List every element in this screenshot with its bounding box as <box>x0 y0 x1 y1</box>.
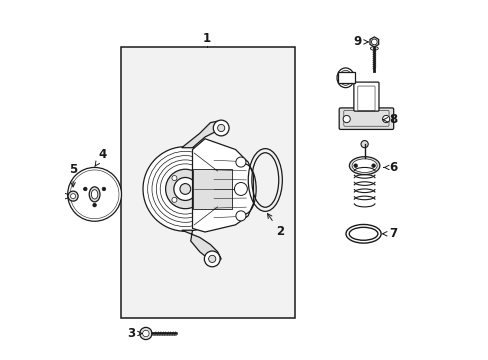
Ellipse shape <box>336 68 353 87</box>
Circle shape <box>204 251 220 267</box>
Circle shape <box>343 116 349 123</box>
Circle shape <box>165 169 204 209</box>
Ellipse shape <box>89 187 100 202</box>
Ellipse shape <box>369 46 378 50</box>
Text: 8: 8 <box>383 113 397 126</box>
Polygon shape <box>369 37 378 47</box>
Circle shape <box>234 183 247 195</box>
Circle shape <box>208 255 215 262</box>
Circle shape <box>235 211 245 221</box>
Text: 5: 5 <box>69 163 77 187</box>
Circle shape <box>70 194 76 199</box>
Circle shape <box>235 157 245 167</box>
Polygon shape <box>182 230 221 262</box>
Circle shape <box>193 197 198 202</box>
Text: 3: 3 <box>127 327 142 340</box>
Circle shape <box>353 164 357 167</box>
FancyBboxPatch shape <box>339 108 393 130</box>
Bar <box>121 47 294 318</box>
Text: 9: 9 <box>353 35 367 49</box>
Circle shape <box>68 191 78 201</box>
Ellipse shape <box>349 157 379 175</box>
Polygon shape <box>182 121 226 148</box>
Circle shape <box>217 125 224 132</box>
Circle shape <box>174 177 196 201</box>
Polygon shape <box>337 72 354 83</box>
Circle shape <box>83 187 87 191</box>
Polygon shape <box>192 169 231 209</box>
Text: 7: 7 <box>382 227 397 240</box>
Circle shape <box>180 184 190 194</box>
Circle shape <box>67 167 121 221</box>
Circle shape <box>93 203 96 207</box>
Circle shape <box>172 197 177 202</box>
Circle shape <box>193 176 198 181</box>
Circle shape <box>142 147 227 231</box>
Text: 4: 4 <box>95 148 107 166</box>
Polygon shape <box>192 139 253 232</box>
Circle shape <box>142 330 149 337</box>
Text: 2: 2 <box>267 213 284 238</box>
Ellipse shape <box>351 159 376 172</box>
Circle shape <box>360 140 367 148</box>
Circle shape <box>172 176 177 181</box>
FancyBboxPatch shape <box>353 82 378 111</box>
Circle shape <box>140 327 152 339</box>
Text: 1: 1 <box>203 32 210 45</box>
Circle shape <box>382 116 389 123</box>
Circle shape <box>371 39 376 45</box>
Circle shape <box>213 120 228 136</box>
Circle shape <box>102 187 105 191</box>
Ellipse shape <box>339 70 351 85</box>
Ellipse shape <box>91 190 98 199</box>
Text: 6: 6 <box>383 161 397 174</box>
Circle shape <box>371 164 375 167</box>
